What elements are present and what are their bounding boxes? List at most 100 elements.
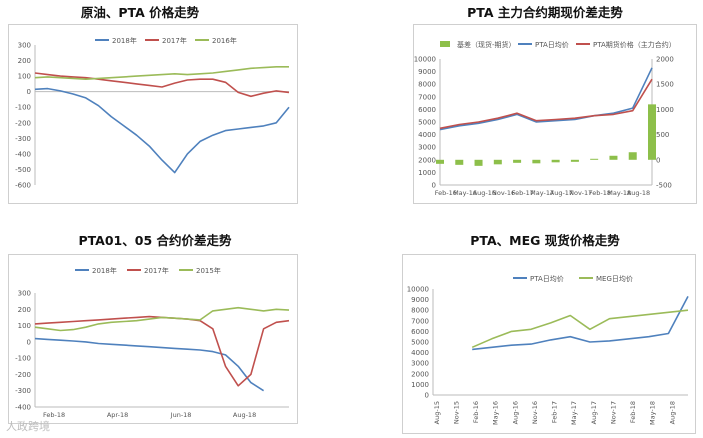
c3-ytick-3: 0 xyxy=(27,338,31,346)
c4-series-line-0 xyxy=(472,296,689,351)
c2-xtick-3: Nov-16 xyxy=(492,189,515,197)
c3-series-line-0 xyxy=(34,337,265,392)
c1-ytick-3: 0 xyxy=(27,88,31,96)
c1-ytick-5: -200 xyxy=(15,119,31,127)
c4-ytick-3: 7000 xyxy=(411,317,429,325)
watermark: 人政跨境 xyxy=(6,420,50,433)
c4-xtick-11: May-18 xyxy=(649,401,657,425)
c3-ytick-0: 300 xyxy=(18,290,31,298)
c2-y2tick-3: 500 xyxy=(656,131,669,139)
c4-ytick-9: 1000 xyxy=(411,381,429,389)
c1-ytick-4: -100 xyxy=(15,104,31,112)
c2-legend-label-1: PTA日均价 xyxy=(535,40,569,49)
c2-ytick-8: 2000 xyxy=(418,156,436,164)
c4-ytick-5: 5000 xyxy=(411,339,429,347)
c4-ytick-7: 3000 xyxy=(411,360,429,368)
c3-ytick-5: -200 xyxy=(15,371,31,379)
c2-bar-0 xyxy=(436,159,444,164)
c2-bar-10 xyxy=(628,152,637,160)
c3-ytick-4: -100 xyxy=(15,355,31,363)
c4-xtick-6: Feb-17 xyxy=(551,401,559,423)
c2-ytick-2: 8000 xyxy=(418,81,436,89)
c2-ytick-10: 0 xyxy=(432,182,436,190)
c2-xtick-10: Aug-18 xyxy=(627,189,650,197)
c3-ytick-1: 200 xyxy=(18,306,31,314)
c2-bar-8 xyxy=(590,158,599,160)
c1-legend-label-0: 2018年 xyxy=(112,36,137,45)
c4-xtick-9: Nov-17 xyxy=(609,401,617,424)
c2-ytick-9: 1000 xyxy=(418,169,436,177)
chart3-panel: 300 200 100 0 -100 -200 -300 -400 Feb-18 Apr-18 Ju… xyxy=(8,254,298,424)
c4-xtick-5: Nov-16 xyxy=(531,401,539,424)
c1-series-line-0 xyxy=(34,87,290,174)
c1-ytick-8: -500 xyxy=(15,166,31,174)
c1-series-line-2 xyxy=(34,66,289,80)
chart3-svg: 300 200 100 0 -100 -200 -300 -400 Feb-18 Apr-18 Ju… xyxy=(15,266,290,419)
c2-ytick-6: 4000 xyxy=(418,131,436,139)
c2-ytick-3: 7000 xyxy=(418,93,436,101)
c2-xtick-0: Feb-16 xyxy=(435,189,457,197)
c4-xtick-2: Feb-16 xyxy=(472,401,480,423)
c2-xtick-4: Feb-17 xyxy=(512,189,534,197)
c2-legend-label-0: 基差（现货-期货） xyxy=(457,40,516,49)
chart4-svg: 1000090008000700060005000400030002000100… xyxy=(407,274,689,425)
c2-y2tick-1: 1500 xyxy=(656,81,674,89)
c3-legend-label-1: 2017年 xyxy=(144,266,169,275)
c1-ytick-7: -400 xyxy=(15,150,31,158)
c2-xtick-7: Nov-17 xyxy=(569,189,592,197)
chart1-panel: 300 200 100 0 -100 -200 -300 -400 -500 -600 2018年 2… xyxy=(8,24,298,204)
c2-y2tick-0: 2000 xyxy=(656,56,674,64)
c4-legend-label-0: PTA日均价 xyxy=(530,274,564,283)
c3-xtick-1: Apr-18 xyxy=(107,411,128,419)
c2-y2tick-5: -500 xyxy=(656,182,672,190)
c3-ytick-7: -400 xyxy=(15,404,31,412)
c1-ytick-2: 100 xyxy=(18,73,31,81)
c2-ytick-0: 10000 xyxy=(414,56,436,64)
c3-legend-label-0: 2018年 xyxy=(92,266,117,275)
c2-ytick-7: 3000 xyxy=(418,144,436,152)
c4-xtick-3: May-16 xyxy=(492,401,500,425)
c4-xtick-8: Aug-17 xyxy=(590,401,598,424)
c4-ytick-4: 6000 xyxy=(411,328,429,336)
c2-bar-2 xyxy=(474,159,483,166)
c4-ytick-1: 9000 xyxy=(411,296,429,304)
c2-ytick-4: 6000 xyxy=(418,106,436,114)
c2-bar-1 xyxy=(455,159,464,165)
c2-bar-11 xyxy=(648,104,656,160)
c2-bar-4 xyxy=(513,159,522,163)
c2-bar-7 xyxy=(570,159,579,162)
c4-ytick-6: 4000 xyxy=(411,349,429,357)
c2-bar-3 xyxy=(493,159,502,165)
c3-ytick-2: 100 xyxy=(18,322,31,330)
c2-y2tick-2: 1000 xyxy=(656,106,674,114)
c3-series-line-1 xyxy=(34,315,290,387)
c2-legend-label-2: PTA期货价格（主力合约） xyxy=(593,40,676,49)
c2-xtick-9: May-18 xyxy=(607,189,631,197)
c2-bar-5 xyxy=(532,159,541,164)
c2-y2tick-4: 0 xyxy=(656,156,660,164)
c1-ytick-9: -600 xyxy=(15,182,31,190)
c3-legend-label-2: 2015年 xyxy=(196,266,221,275)
c4-series-line-1 xyxy=(471,309,689,349)
c1-series-line-1 xyxy=(34,72,290,98)
c2-series-line-2 xyxy=(439,78,653,130)
c4-legend-label-1: MEG日均价 xyxy=(596,274,633,283)
c2-xtick-6: Aug-17 xyxy=(550,189,573,197)
c1-ytick-0: 300 xyxy=(18,42,31,50)
chart1-svg: 300 200 100 0 -100 -200 -300 -400 -500 -600 2018年 2… xyxy=(15,36,290,190)
c4-ytick-0: 10000 xyxy=(407,286,429,294)
c3-xtick-0: Feb-18 xyxy=(43,411,65,419)
c1-ytick-6: -300 xyxy=(15,135,31,143)
c2-xtick-8: Feb-18 xyxy=(589,189,611,197)
c2-xtick-5: May-17 xyxy=(530,189,554,197)
c1-legend-label-1: 2017年 xyxy=(162,36,187,45)
c3-ytick-6: -300 xyxy=(15,387,31,395)
c2-legend-swatch-0 xyxy=(440,41,450,47)
chart4-panel: 10000 9000 8000 7000 6000 5000 4000 3000 2000 100… xyxy=(402,254,696,434)
c2-xtick-2: Aug-16 xyxy=(473,189,496,197)
c2-ytick-1: 9000 xyxy=(418,68,436,76)
c4-xtick-10: Feb-18 xyxy=(629,401,637,423)
c1-ytick-1: 200 xyxy=(18,57,31,65)
chart2-svg: 1000090008000700060005000400030002000100… xyxy=(414,40,676,197)
c1-legend-label-2: 2016年 xyxy=(212,36,237,45)
